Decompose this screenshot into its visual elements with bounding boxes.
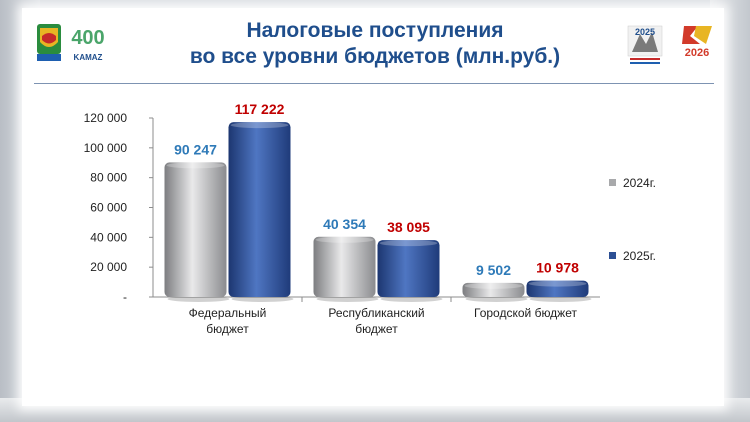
legend-item: 2025г. [609, 249, 656, 263]
data-label: 9 502 [476, 262, 511, 278]
bar-shadow [316, 296, 379, 302]
x-category-label: Городской бюджет [474, 306, 577, 320]
year-of-defender-emblem-icon [627, 25, 663, 64]
bar-shadow [465, 296, 528, 302]
bar-2025г. [228, 122, 291, 297]
x-category-label: Федеральный [189, 306, 267, 320]
data-label: 90 247 [174, 141, 217, 157]
y-tick-label: 20 000 [90, 260, 127, 274]
legend-swatch [609, 179, 616, 186]
bar-2025г. [526, 280, 589, 297]
anniversary-logo-text: 400 [71, 27, 104, 49]
bar-shadow [380, 296, 443, 302]
data-label: 117 222 [235, 101, 285, 117]
data-label: 38 095 [387, 219, 430, 235]
bar-cap [528, 280, 587, 287]
y-tick-label: 100 000 [84, 141, 128, 155]
legend-label: 2024г. [623, 176, 656, 190]
bar-2024г. [164, 162, 227, 297]
bar-2024г. [313, 236, 376, 297]
city-coat-of-arms-icon [37, 24, 61, 61]
bar-cap [464, 282, 523, 289]
bar-cap [230, 122, 289, 129]
city-logo: 400 KAMAZ [37, 24, 105, 62]
data-label: 10 978 [536, 260, 579, 276]
slide-panel [22, 8, 724, 406]
y-tick-label: 80 000 [90, 171, 127, 185]
legend-swatch [609, 252, 616, 259]
kamaz-logo-text: KAMAZ [74, 53, 103, 62]
title-line-2: во все уровни бюджетов (млн.руб.) [189, 45, 561, 68]
x-category-label: бюджет [355, 322, 398, 336]
year-emblem-logo: 2025 2026 [627, 25, 712, 64]
x-category-label: бюджет [206, 322, 249, 336]
y-tick-label: 60 000 [90, 201, 127, 215]
bar-2024г. [462, 282, 525, 297]
bar-cap [315, 236, 374, 243]
y-tick-label: - [123, 290, 127, 304]
bar-shadow [529, 296, 592, 302]
emblem-year-text-b: 2026 [685, 47, 709, 59]
bar-shadow [167, 296, 230, 302]
data-label: 40 354 [323, 216, 366, 232]
emblem-star-icon [682, 26, 712, 44]
y-tick-label: 120 000 [84, 111, 128, 125]
emblem-year-text-a: 2025 [635, 27, 655, 37]
page-title: Налоговые поступления во все уровни бюдж… [0, 18, 750, 70]
bar-shadow [231, 296, 294, 302]
bar-cap [166, 162, 225, 169]
x-category-label: Республиканский [328, 306, 424, 320]
bar-2025г. [377, 240, 440, 297]
legend-label: 2025г. [623, 249, 656, 263]
y-tick-label: 40 000 [90, 230, 127, 244]
title-divider [34, 83, 714, 84]
bar-cap [379, 240, 438, 247]
title-line-1: Налоговые поступления [246, 19, 504, 42]
legend-item: 2024г. [609, 176, 656, 190]
